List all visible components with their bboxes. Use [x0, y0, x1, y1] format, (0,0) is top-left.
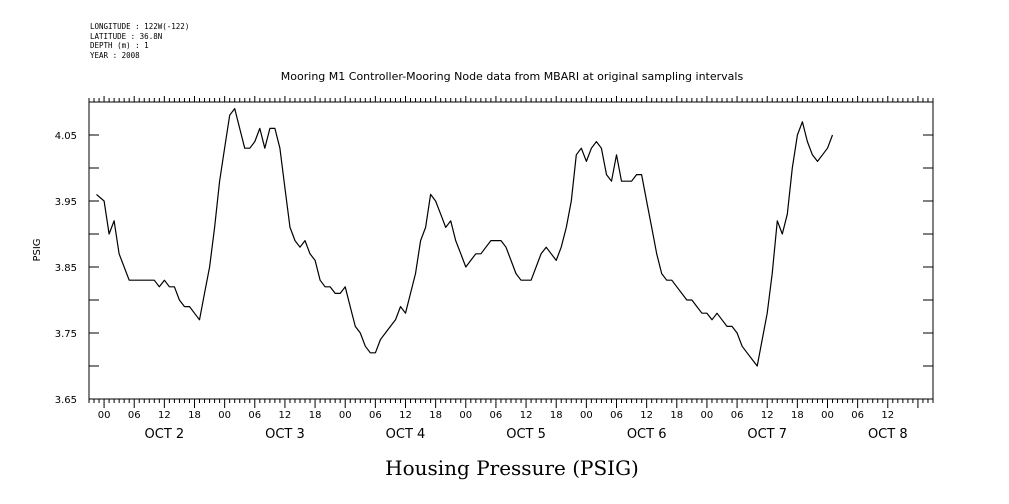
x-axis-label: Housing Pressure (PSIG) — [385, 456, 639, 480]
series-layer — [96, 107, 834, 367]
day-labels: OCT 2 OCT 3 OCT 4 OCT 5 OCT 6 OCT 7 OCT 8 — [145, 427, 908, 442]
x-tick-label: 12 — [520, 410, 533, 421]
x-tick-label: 12 — [158, 410, 171, 421]
x-tick-label: 00 — [821, 410, 834, 421]
y-tick-label: 3.85 — [55, 263, 77, 274]
x-tick-label: 06 — [369, 410, 382, 421]
x-tick-label: 12 — [399, 410, 412, 421]
series-line — [96, 107, 834, 367]
y-axis-label: PSIG — [32, 238, 43, 261]
x-tick-label: 00 — [339, 410, 352, 421]
x-tick-label: 18 — [429, 410, 442, 421]
x-tick-label: 12 — [881, 410, 894, 421]
x-tick-labels: 00 06 12 18 00 06 12 18 00 06 12 18 00 06 12 18 00 06 12 18… — [98, 410, 894, 421]
x-tick-label: 18 — [550, 410, 563, 421]
x-tick-label: 00 — [98, 410, 111, 421]
x-tick-label: 00 — [580, 410, 593, 421]
chart-title: Mooring M1 Controller-Mooring Node data … — [281, 70, 744, 83]
x-tick-label: 18 — [670, 410, 683, 421]
year-label: YEAR : 2008 — [90, 50, 140, 60]
x-tick-label: 18 — [188, 410, 201, 421]
longitude-label: LONGITUDE : 122W(-122) — [90, 22, 190, 31]
latitude-label: LATITUDE : 36.8N — [90, 31, 163, 41]
day-label: OCT 8 — [868, 427, 908, 442]
x-tick-label: 12 — [761, 410, 774, 421]
day-label: OCT 2 — [145, 427, 185, 442]
x-tick-label: 06 — [851, 410, 864, 421]
x-tick-label: 06 — [731, 410, 744, 421]
y-tick-labels: 3.65 3.75 3.85 3.95 4.05 — [55, 131, 77, 406]
x-tick-label: 06 — [128, 410, 141, 421]
depth-label: DEPTH (m) : 1 — [90, 41, 149, 50]
x-tick-label: 18 — [791, 410, 804, 421]
y-tick-label: 3.65 — [55, 395, 77, 406]
tick-marks — [88, 96, 934, 408]
x-tick-label: 00 — [218, 410, 231, 421]
day-label: OCT 7 — [747, 427, 787, 442]
x-tick-label: 00 — [701, 410, 714, 421]
day-label: OCT 3 — [265, 427, 305, 442]
day-label: OCT 5 — [506, 427, 546, 442]
y-tick-label: 4.05 — [55, 131, 77, 142]
x-tick-label: 12 — [640, 410, 653, 421]
x-tick-label: 12 — [279, 410, 292, 421]
metadata-block: LONGITUDE : 122W(-122) LATITUDE : 36.8N … — [90, 22, 189, 60]
y-tick-label: 3.95 — [55, 197, 77, 208]
day-label: OCT 6 — [627, 427, 667, 442]
x-tick-label: 00 — [459, 410, 472, 421]
plot-frame — [88, 101, 934, 400]
day-label: OCT 4 — [386, 427, 426, 442]
x-tick-label: 18 — [309, 410, 322, 421]
x-tick-label: 06 — [248, 410, 261, 421]
x-tick-label: 06 — [610, 410, 623, 421]
y-tick-label: 3.75 — [55, 329, 77, 340]
x-tick-label: 06 — [490, 410, 503, 421]
